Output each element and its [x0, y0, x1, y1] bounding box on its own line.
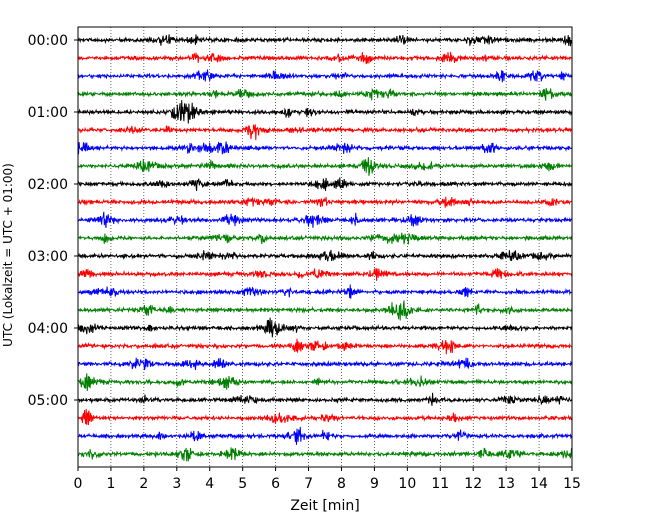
x-tick-label: 2	[139, 476, 148, 492]
y-tick-label: 01:00	[28, 105, 68, 121]
x-tick-label: 14	[530, 476, 548, 492]
trace-0045	[77, 87, 573, 101]
x-tick-label: 15	[563, 476, 581, 492]
y-tick-label: 02:00	[28, 177, 68, 193]
x-tick-label: 13	[497, 476, 515, 492]
x-tick-label: 11	[431, 476, 449, 492]
y-tick-label: 03:00	[28, 249, 68, 265]
y-axis-ticks: 00:00 01:00 02:00 03:00 04:00 05:00	[28, 33, 78, 409]
trace-0415	[77, 338, 573, 355]
trace-0030	[77, 69, 573, 83]
y-axis-label: UTC (Lokalzeit = UTC + 01:00)	[1, 163, 15, 347]
x-tick-label: 5	[238, 476, 247, 492]
y-tick-label: 04:00	[28, 321, 68, 337]
trace-0145	[77, 157, 573, 176]
trace-0445	[77, 373, 573, 392]
y-tick-label: 05:00	[28, 393, 68, 409]
trace-0215	[77, 196, 573, 208]
x-tick-label: 1	[106, 476, 115, 492]
trace-0100	[77, 100, 573, 124]
x-tick-label: 7	[304, 476, 313, 492]
trace-0245	[77, 232, 573, 245]
trace-0315	[77, 268, 573, 281]
trace-0000	[77, 34, 573, 47]
trace-0200	[77, 177, 573, 192]
trace-0300	[77, 249, 573, 262]
trace-0500	[77, 392, 573, 406]
plot-frame	[77, 26, 573, 468]
trace-0430	[77, 357, 573, 371]
x-tick-label: 0	[74, 476, 83, 492]
trace-0515	[77, 408, 573, 426]
x-tick-label: 4	[205, 476, 214, 492]
trace-0330	[77, 284, 573, 299]
trace-0345	[77, 300, 573, 321]
x-tick-label: 3	[172, 476, 181, 492]
trace-0230	[77, 211, 573, 228]
x-tick-label: 6	[271, 476, 280, 492]
y-tick-label: 00:00	[28, 33, 68, 49]
x-tick-label: 9	[370, 476, 379, 492]
x-tick-label: 8	[337, 476, 346, 492]
x-tick-label: 12	[464, 476, 482, 492]
trace-0400	[77, 317, 573, 338]
trace-0130	[77, 141, 573, 155]
x-axis-ticks: 0 1 2 3 4 5 6 7 8 9 10 11 12 13 14 15	[74, 467, 581, 492]
x-grid-lines	[110, 27, 540, 467]
seismic-traces	[77, 34, 573, 462]
trace-0015	[77, 51, 573, 65]
x-axis-label: Zeit [min]	[290, 498, 359, 514]
trace-0115	[77, 124, 572, 141]
trace-0545	[77, 447, 573, 462]
trace-0530	[77, 426, 573, 445]
x-tick-label: 10	[398, 476, 416, 492]
